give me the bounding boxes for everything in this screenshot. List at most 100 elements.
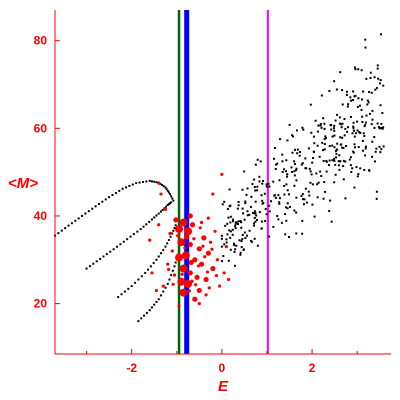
scatter-point	[375, 147, 378, 150]
scatter-point	[233, 264, 236, 267]
scatter-point	[364, 46, 367, 49]
scatter-point	[347, 103, 350, 106]
scatter-point	[368, 169, 371, 172]
scatter-point	[380, 148, 383, 151]
scatter-point	[285, 159, 288, 162]
scatter-point	[246, 187, 249, 190]
scatter-point	[281, 160, 284, 163]
curve-point	[147, 268, 150, 271]
scatter-point	[239, 219, 242, 222]
scatter-point	[261, 199, 264, 202]
curve-point	[166, 189, 169, 192]
curve-point	[121, 187, 124, 190]
scatter-point	[341, 136, 344, 139]
cluster-point	[157, 223, 161, 227]
scatter-point	[312, 156, 315, 159]
scatter-point	[241, 188, 244, 191]
scatter-point	[342, 178, 345, 181]
cluster-point	[187, 289, 191, 293]
scatter-point	[291, 135, 294, 138]
cluster-point	[198, 226, 202, 230]
scatter-point	[231, 228, 234, 231]
curve-point	[99, 257, 102, 260]
scatter-point	[223, 200, 226, 203]
scatter-point	[260, 220, 263, 223]
scatter-point	[369, 71, 372, 74]
scatter-point	[364, 121, 367, 124]
scatter-point	[253, 222, 256, 225]
cluster-point	[170, 249, 174, 253]
scatter-point	[301, 193, 304, 196]
scatter-point	[268, 235, 271, 238]
scatter-point	[351, 132, 354, 135]
y-tick-label: 20	[34, 297, 48, 311]
scatter-point	[308, 167, 311, 170]
curve-point	[164, 245, 167, 248]
scatter-point	[295, 232, 298, 235]
scatter-point	[364, 124, 367, 127]
scatter-point	[231, 233, 234, 236]
scatter-point	[286, 207, 289, 210]
scatter-point	[260, 194, 263, 197]
scatter-point	[378, 127, 381, 130]
y-axis-label: <M>	[8, 175, 38, 192]
scatter-point	[345, 90, 348, 93]
curve-point	[129, 235, 132, 238]
scatter-point	[334, 119, 337, 122]
scatter-point	[240, 226, 243, 229]
scatter-point	[328, 159, 331, 162]
scatter-point	[272, 180, 275, 183]
cluster-point	[207, 286, 211, 290]
scatter-point	[379, 151, 382, 154]
scatter-point	[220, 245, 223, 248]
scatter-point	[304, 187, 307, 190]
scatter-point	[342, 159, 345, 162]
curve-point	[143, 314, 146, 317]
curve-point	[142, 225, 145, 228]
curve-point	[102, 255, 105, 258]
scatter-point	[364, 38, 367, 41]
scatter-point	[313, 142, 316, 145]
scatter-point	[320, 126, 323, 129]
scatter-point	[237, 223, 240, 226]
scatter-point	[365, 114, 368, 117]
curve-point	[92, 262, 95, 265]
curve-point	[141, 181, 144, 183]
scatter-point	[344, 160, 347, 163]
cluster-point	[163, 207, 168, 211]
curve-point	[127, 287, 130, 290]
cluster-point	[154, 288, 159, 293]
scatter-point	[265, 213, 268, 216]
scatter-point	[349, 156, 352, 159]
scatter-point	[254, 220, 257, 223]
scatter-point	[226, 222, 229, 225]
cluster-point	[187, 270, 193, 276]
curve-point	[171, 269, 174, 272]
curve-point	[91, 207, 94, 210]
scatter-point	[246, 214, 249, 217]
scatter-point	[349, 115, 352, 118]
scatter-point	[240, 240, 243, 243]
scatter-point	[278, 197, 281, 200]
curve-point	[116, 245, 119, 248]
scatter-point	[263, 192, 266, 195]
scatter-point	[365, 77, 368, 80]
scatter-point	[229, 248, 232, 251]
scatter-point	[220, 237, 223, 240]
scatter-point	[234, 223, 237, 226]
scatter-point	[317, 124, 320, 127]
scatter-point	[288, 193, 291, 196]
scatter-point	[339, 143, 342, 146]
scatter-point	[305, 201, 308, 204]
scatter-point	[363, 169, 366, 172]
scatter-point	[291, 170, 294, 173]
scatter-point	[241, 207, 244, 210]
scatter-point	[295, 211, 298, 214]
scatter-point	[324, 135, 327, 138]
curve-point	[162, 290, 165, 293]
curve-point	[148, 220, 151, 223]
curve-point	[168, 278, 171, 281]
curve-point	[104, 198, 107, 201]
scatter-point	[268, 185, 271, 188]
scatter-point	[259, 160, 262, 163]
